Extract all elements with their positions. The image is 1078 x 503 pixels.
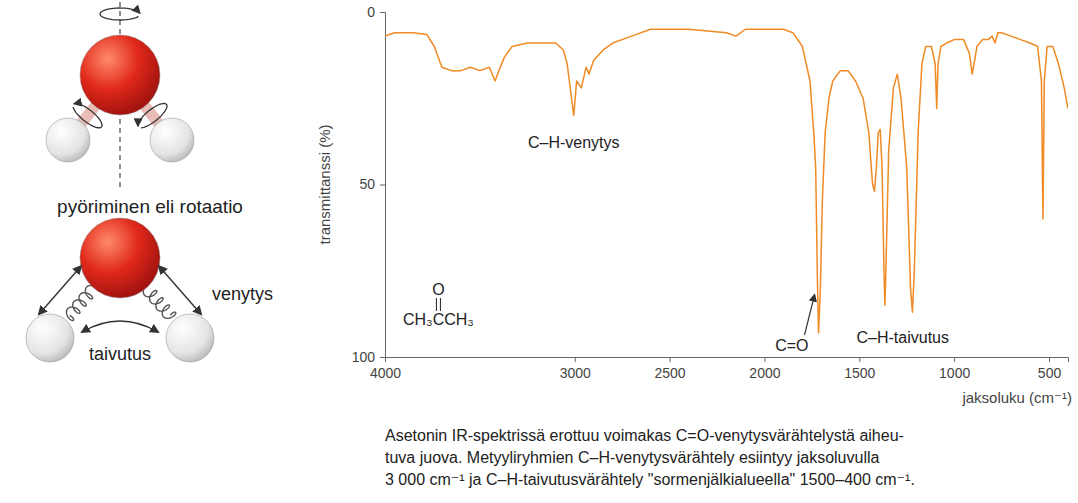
y-axis: 0 50 100 — [352, 4, 386, 365]
caption-line: tuva juova. Metyyliryhmien C–H-venytysvä… — [385, 449, 880, 466]
tick-label: 100 — [352, 349, 376, 365]
annotation: C=O — [775, 337, 808, 354]
caption-line: 3 000 cm⁻¹ ja C–H-taivutusvärähtely "sor… — [385, 471, 915, 488]
tick: 2000 — [749, 357, 780, 381]
double-bond — [440, 298, 441, 311]
marks — [385, 29, 1068, 333]
tick-label: 500 — [1038, 365, 1062, 381]
tick-mark — [1049, 357, 1050, 362]
tick: 100 — [352, 349, 385, 365]
tick-label: 3000 — [560, 365, 591, 381]
axis-line — [380, 13, 386, 358]
tick: 3000 — [560, 357, 591, 381]
tick-label: 1000 — [939, 365, 970, 381]
rotation-arrow — [100, 8, 140, 20]
spectrum-line — [385, 29, 1068, 333]
spring — [66, 285, 95, 320]
caption-line: Asetonin IR-spektrissä erottuu voimakas … — [385, 427, 904, 444]
tick-label: 1500 — [844, 365, 875, 381]
tick: 1500 — [844, 357, 875, 381]
formula: CH₃CCH₃ — [403, 311, 474, 328]
caption: Asetonin IR-spektrissä erottuu voimakas … — [385, 427, 915, 488]
chart: 4000 3000 2500 2000 1500 1000 500 0 50 100 transmi… — [316, 4, 1072, 406]
tick-label: 2000 — [749, 365, 780, 381]
hydrogen-atom — [26, 314, 74, 362]
bend-label: taivutus — [89, 344, 151, 364]
x-axis-title: jaksoluku (cm⁻¹) — [961, 389, 1072, 406]
tick-mark — [954, 357, 955, 362]
oxygen-atom — [80, 218, 160, 298]
axis-line — [386, 358, 1069, 363]
tick-mark — [859, 357, 860, 362]
spring — [143, 287, 175, 319]
x-axis: 4000 3000 2500 2000 1500 1000 500 — [370, 357, 1069, 381]
hydrogen-atom — [46, 118, 90, 162]
annotation: C–H-venytys — [528, 134, 620, 151]
tick-mark — [575, 357, 576, 362]
oxygen-atom — [80, 35, 160, 115]
tick: 500 — [1038, 357, 1062, 381]
bend-arrow — [82, 321, 158, 332]
tick-mark — [670, 357, 671, 362]
rotation-arrow — [138, 103, 167, 127]
annotation-arrow — [805, 295, 815, 335]
annotation: C–H-taivutus — [857, 329, 949, 346]
tick-mark — [764, 357, 765, 362]
tick-label: 2500 — [655, 365, 686, 381]
rotation-label: pyöriminen eli rotaatio — [57, 196, 243, 217]
y-axis-title: transmittanssi (%) — [316, 124, 333, 244]
tick: 50 — [359, 176, 385, 192]
tick-label: 50 — [359, 176, 375, 192]
formula-oxygen: O — [432, 281, 444, 298]
tick-mark — [380, 12, 385, 13]
stretch-label: venytys — [212, 284, 273, 304]
rotation-arrow — [73, 103, 102, 127]
molecule-diagrams: pyöriminen eli rotaatio venytys taivutus — [26, 2, 273, 364]
tick-label: 0 — [367, 4, 375, 20]
page: pyöriminen eli rotaatio venytys taivutus 40… — [0, 0, 1078, 503]
stretch-arrow — [39, 266, 81, 314]
tick: 0 — [367, 4, 385, 20]
hydrogen-atom — [166, 314, 214, 362]
hydrogen-atom — [150, 118, 194, 162]
double-bond — [436, 298, 437, 311]
tick-label: 4000 — [370, 365, 401, 381]
annotations: C–H-venytys C=O C–H-taivutus — [528, 134, 949, 355]
tick: 2500 — [655, 357, 686, 381]
tick: 1000 — [939, 357, 970, 381]
tick-mark — [380, 185, 385, 186]
tick-mark — [380, 357, 385, 358]
stretch-arrow — [159, 266, 201, 314]
